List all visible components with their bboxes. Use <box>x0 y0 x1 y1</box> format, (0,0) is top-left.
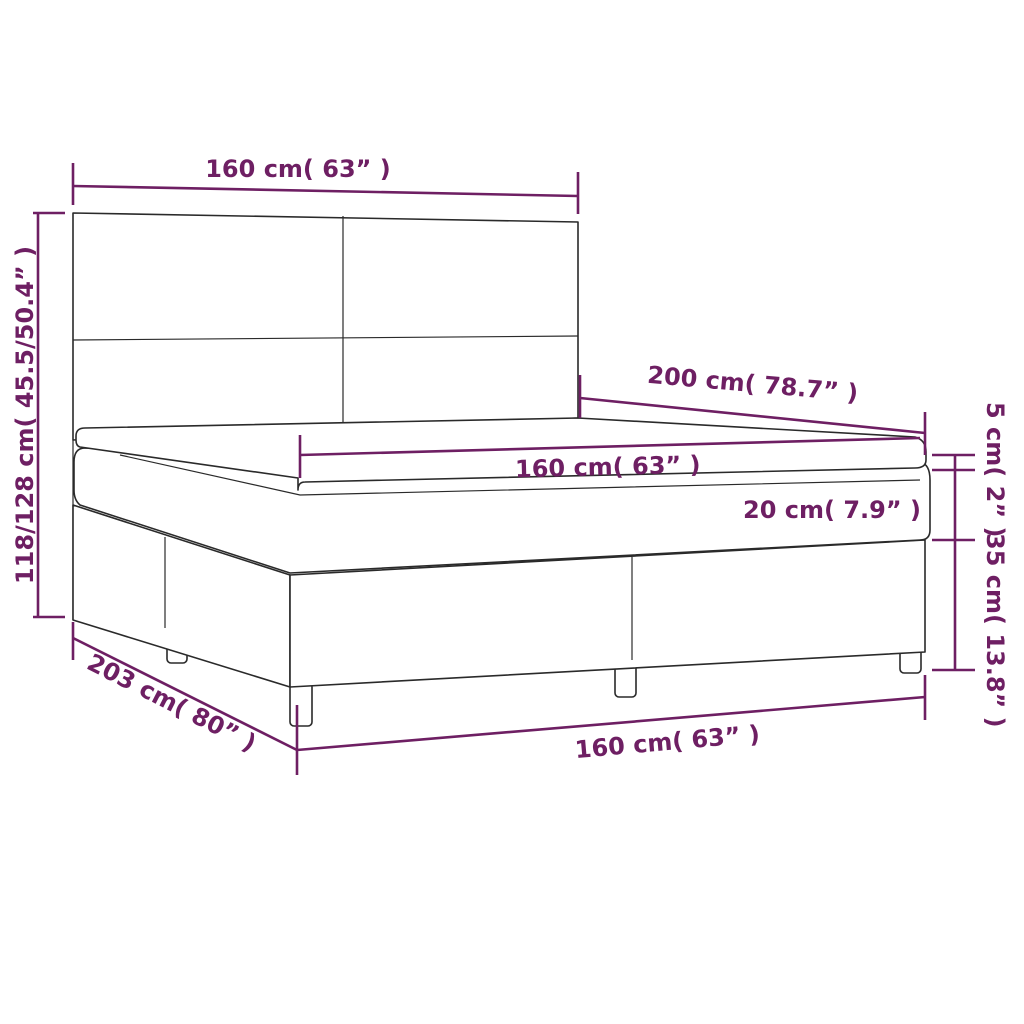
dimension-lines <box>33 163 975 775</box>
length-label: 200 cm( 78.7” ) <box>646 361 859 407</box>
bed-base <box>72 504 926 688</box>
base-height-label: 35 cm( 13.8” ) <box>981 533 1009 728</box>
topper-height-label: 5 cm( 2” ) <box>981 402 1009 537</box>
mattress <box>73 447 931 574</box>
headboard-width-label: 160 cm( 63” ) <box>205 155 391 183</box>
base-width-label: 160 cm( 63” ) <box>574 720 761 764</box>
mattress-width-label: 160 cm( 63” ) <box>515 451 701 484</box>
total-height-label: 118/128 cm( 45.5/50.4” ) <box>11 246 39 584</box>
mattress-height-label: 20 cm( 7.9” ) <box>743 496 921 524</box>
